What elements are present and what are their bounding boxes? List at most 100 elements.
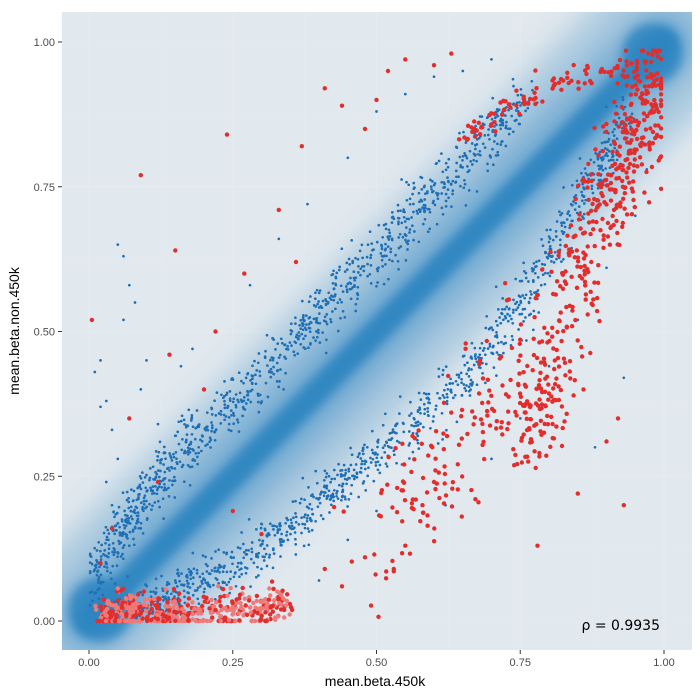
blue-point bbox=[241, 405, 245, 409]
blue-point bbox=[400, 178, 403, 181]
blue-point bbox=[438, 396, 442, 400]
blue-point bbox=[484, 362, 488, 366]
blue-point bbox=[511, 338, 515, 342]
blue-point bbox=[127, 506, 131, 510]
red-point bbox=[609, 69, 614, 74]
blue-point bbox=[306, 514, 310, 517]
red-point bbox=[559, 443, 565, 449]
blue-point bbox=[156, 469, 160, 472]
blue-point bbox=[175, 460, 179, 464]
blue-point bbox=[378, 471, 382, 475]
blue-point bbox=[292, 350, 296, 354]
blue-point bbox=[155, 472, 159, 476]
red-point bbox=[264, 603, 269, 608]
blue-point bbox=[549, 228, 552, 232]
red-point bbox=[243, 603, 248, 608]
red-point bbox=[612, 99, 617, 105]
red-point bbox=[552, 366, 557, 372]
blue-point bbox=[603, 140, 606, 144]
blue-point bbox=[364, 489, 368, 492]
blue-point bbox=[518, 122, 522, 126]
red-point bbox=[560, 286, 566, 291]
blue-point bbox=[287, 524, 291, 528]
red-point bbox=[431, 539, 437, 544]
blue-point bbox=[313, 297, 317, 301]
blue-point bbox=[451, 189, 455, 192]
red-point bbox=[543, 403, 548, 408]
blue-point bbox=[190, 432, 194, 436]
red-point bbox=[114, 615, 119, 620]
red-point bbox=[271, 586, 276, 592]
blue-point bbox=[382, 282, 386, 286]
blue-point bbox=[400, 221, 404, 225]
red-point bbox=[601, 233, 606, 238]
red-point bbox=[597, 318, 602, 324]
red-point bbox=[540, 99, 545, 104]
blue-point bbox=[132, 543, 136, 547]
blue-point bbox=[127, 500, 131, 504]
blue-point bbox=[175, 585, 179, 588]
blue-point bbox=[560, 224, 564, 227]
blue-point bbox=[492, 366, 496, 369]
blue-point bbox=[412, 181, 416, 185]
red-point bbox=[211, 604, 217, 609]
blue-point bbox=[185, 424, 188, 427]
red-point bbox=[537, 378, 542, 383]
red-point bbox=[511, 447, 516, 452]
red-point bbox=[186, 611, 191, 616]
blue-point bbox=[398, 412, 401, 415]
blue-point bbox=[523, 296, 526, 300]
red-point bbox=[639, 48, 644, 53]
blue-point bbox=[607, 159, 611, 162]
blue-point bbox=[314, 305, 318, 308]
blue-point bbox=[249, 557, 253, 561]
blue-point bbox=[606, 154, 609, 158]
blue-point bbox=[426, 413, 430, 417]
red-point bbox=[260, 598, 266, 603]
blue-point bbox=[294, 316, 297, 320]
blue-point bbox=[304, 334, 307, 338]
red-point bbox=[564, 324, 569, 329]
blue-point bbox=[213, 399, 216, 403]
red-point bbox=[214, 600, 219, 605]
blue-point bbox=[127, 544, 131, 548]
red-point bbox=[238, 600, 243, 606]
blue-point bbox=[230, 550, 234, 554]
red-point bbox=[376, 614, 381, 619]
blue-point bbox=[131, 528, 135, 532]
red-point bbox=[582, 68, 588, 73]
red-point bbox=[618, 162, 623, 168]
x-tick-label: 0.75 bbox=[510, 657, 531, 669]
blue-point bbox=[455, 175, 458, 179]
red-point bbox=[391, 566, 396, 572]
blue-point bbox=[385, 254, 388, 258]
blue-point bbox=[370, 429, 374, 433]
red-point bbox=[147, 597, 152, 602]
blue-point bbox=[171, 479, 174, 483]
blue-point bbox=[546, 271, 550, 275]
blue-point bbox=[399, 245, 403, 248]
red-point bbox=[554, 424, 559, 429]
blue-point bbox=[213, 597, 217, 601]
blue-point bbox=[369, 282, 373, 285]
red-point bbox=[599, 181, 605, 186]
blue-point bbox=[270, 356, 274, 359]
blue-point bbox=[402, 430, 406, 434]
blue-point bbox=[380, 247, 384, 251]
red-point bbox=[238, 605, 244, 611]
red-point bbox=[276, 207, 281, 213]
red-point bbox=[362, 555, 368, 560]
blue-point bbox=[324, 475, 328, 479]
blue-point bbox=[496, 324, 499, 327]
blue-point bbox=[210, 569, 214, 572]
red-point bbox=[455, 487, 460, 492]
blue-point bbox=[350, 239, 354, 242]
blue-point bbox=[102, 531, 106, 535]
blue-point bbox=[561, 232, 565, 236]
blue-point bbox=[325, 484, 329, 488]
blue-point bbox=[443, 388, 446, 392]
blue-point bbox=[348, 263, 352, 266]
blue-point bbox=[180, 448, 184, 452]
blue-point bbox=[280, 532, 283, 536]
blue-point bbox=[132, 489, 136, 493]
